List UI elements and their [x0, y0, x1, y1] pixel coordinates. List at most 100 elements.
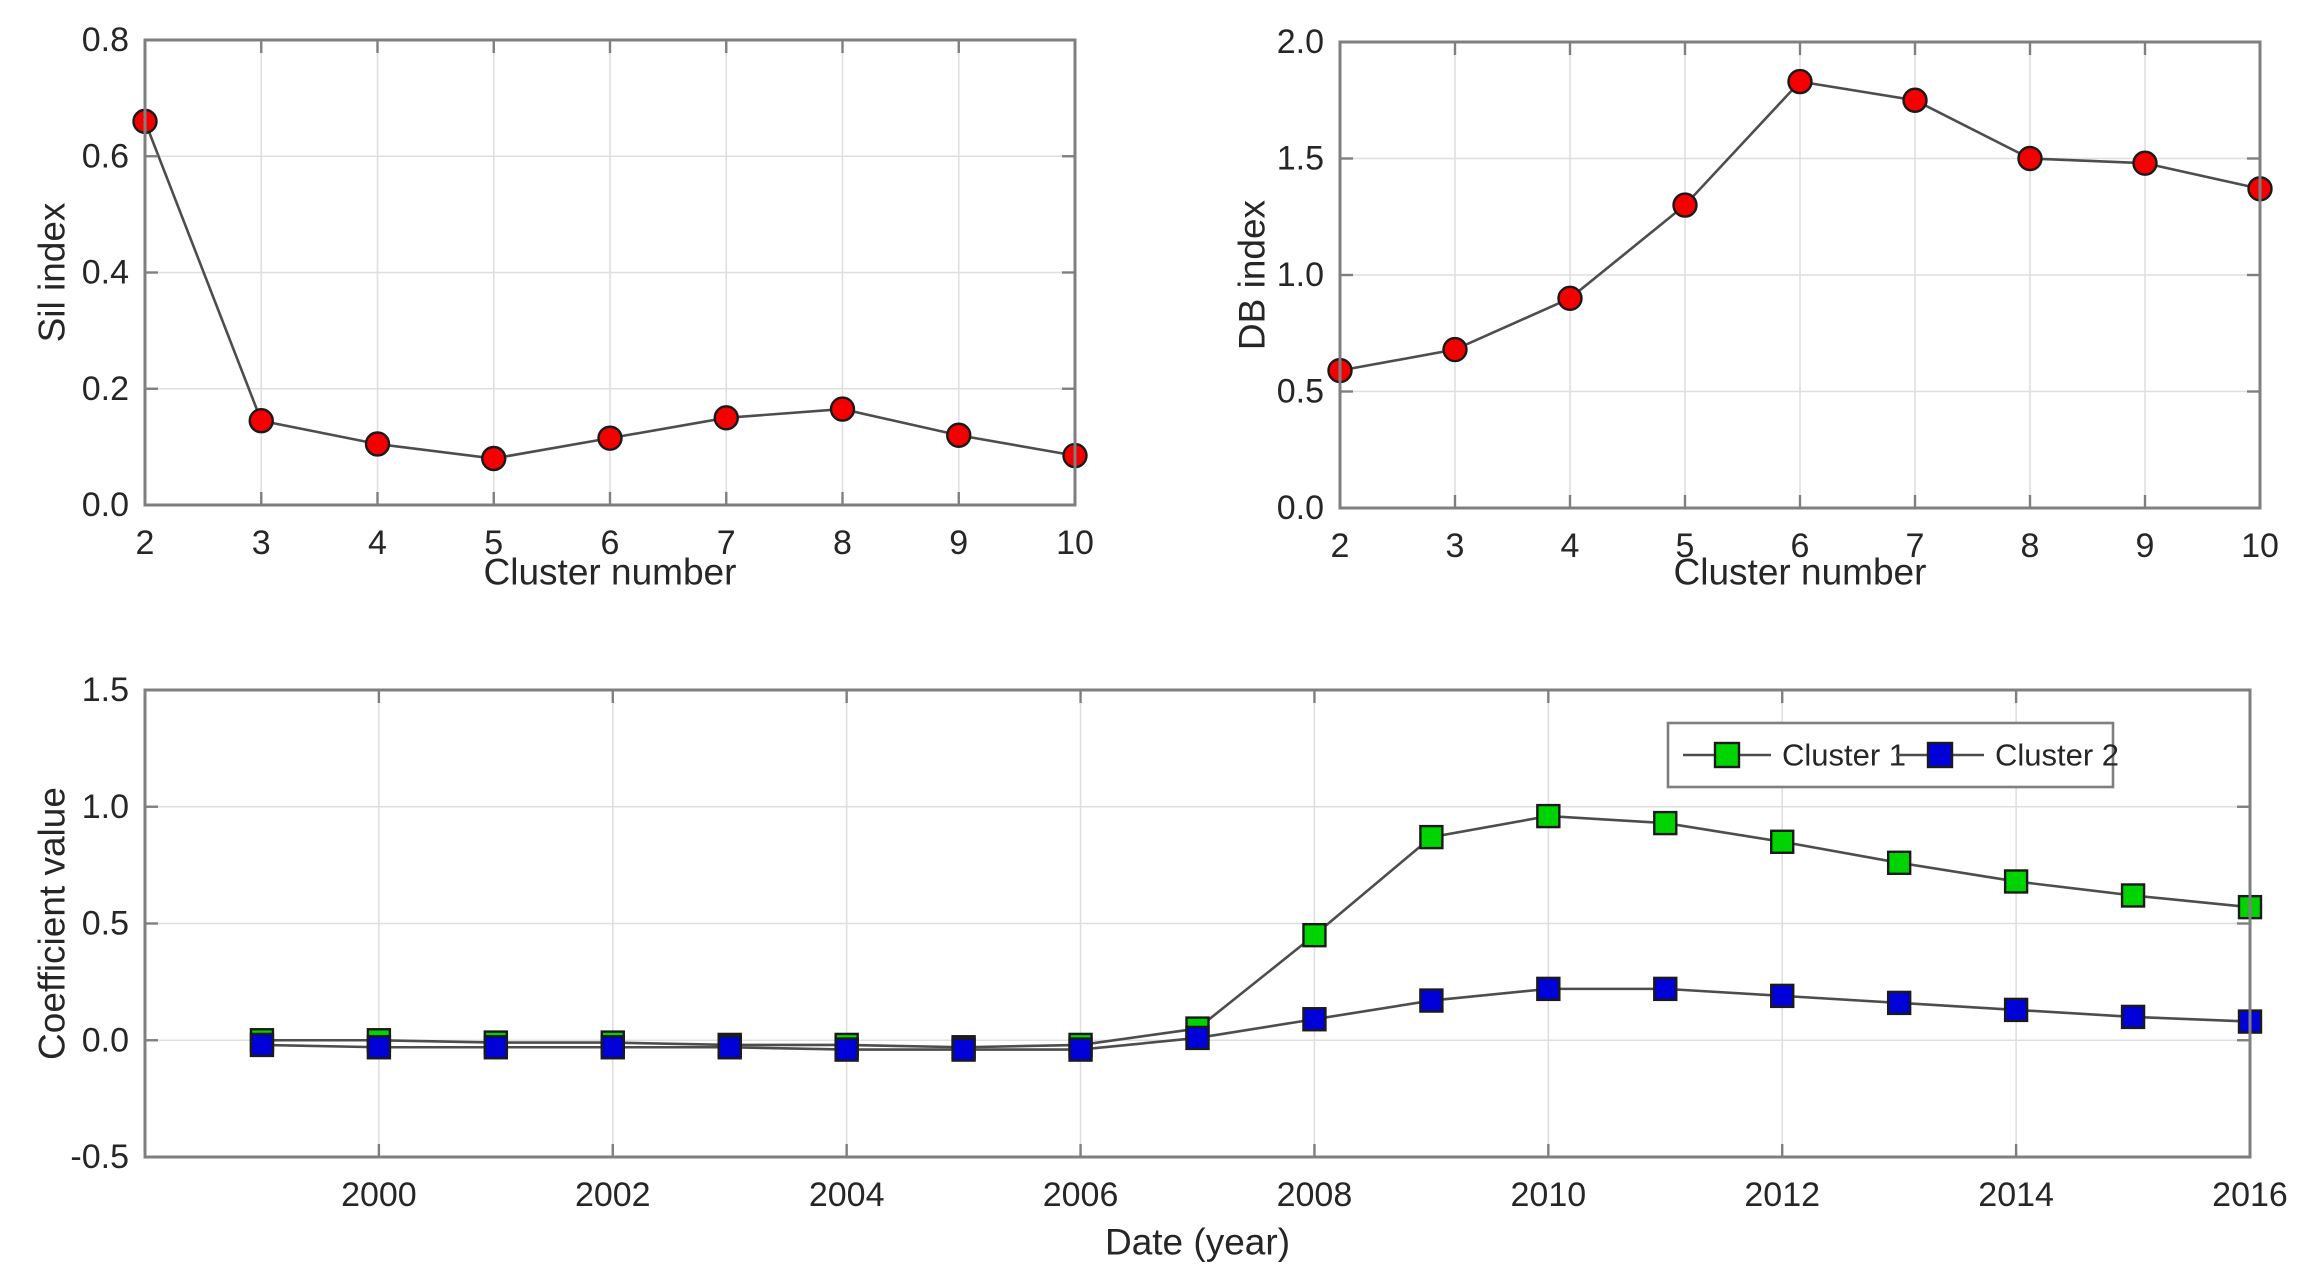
y-tick-label: 1.0: [1277, 256, 1324, 294]
legend: Cluster 1 Cluster 2: [1666, 721, 2119, 789]
x-tick-label: 10: [2241, 527, 2279, 565]
legend-marker-sample: [1926, 741, 1954, 769]
x-tick-label: 8: [833, 524, 852, 562]
x-tick-label: 8: [2021, 527, 2040, 565]
data-point-marker: [364, 431, 391, 457]
data-point-marker: [1770, 829, 1795, 854]
y-tick-label: 0.4: [82, 254, 129, 292]
data-point-marker: [483, 1035, 509, 1060]
x-tick-label: 5: [484, 524, 503, 562]
y-tick-label: -0.5: [70, 1138, 129, 1176]
data-point-marker: [1536, 976, 1561, 1002]
tick-marks: [143, 38, 1077, 507]
y-tick-label: 2.0: [1277, 23, 1324, 61]
y-axis-label: Coefficient value: [32, 787, 73, 1060]
data-point-marker: [946, 422, 972, 448]
data-point-marker: [1886, 990, 1912, 1016]
legend-entry-label: Cluster 2: [1995, 738, 2119, 773]
y-tick-label: 0.6: [82, 137, 129, 175]
data-point-marker: [951, 1037, 976, 1062]
x-tick-label: 6: [601, 524, 620, 562]
tick-marks: [145, 688, 2252, 1159]
x-tick-label: 9: [949, 524, 968, 562]
y-tick-label: 1.5: [82, 671, 129, 709]
data-point-marker: [1902, 87, 1928, 113]
data-point-marker: [1557, 285, 1583, 311]
x-tick-label: 7: [717, 524, 736, 562]
y-tick-label: 0.5: [1277, 373, 1324, 411]
data-point-marker: [1886, 850, 1912, 875]
data-point-marker: [1653, 976, 1678, 1002]
x-tick-label: 2002: [575, 1176, 651, 1214]
db-chart: 2 3 4 5 6 7 8 9 10 0.0 0.5 1.0 1.5 2.0 Cluster number D…: [1232, 23, 2279, 593]
x-tick-label: 5: [1676, 527, 1695, 565]
y-tick-label: 0.0: [82, 1021, 129, 1059]
data-point-marker: [1068, 1037, 1093, 1062]
y-tick-label: 1.0: [82, 788, 129, 826]
data-point-marker: [1302, 1007, 1327, 1032]
data-point-marker: [2003, 997, 2029, 1023]
data-point-marker: [1302, 922, 1327, 948]
data-point-marker: [2120, 883, 2146, 908]
data-point-marker: [1442, 336, 1468, 363]
x-tick-label: 3: [1446, 527, 1465, 565]
data-point-marker: [248, 408, 274, 434]
x-axis-label: Cluster number: [484, 552, 737, 593]
x-tick-label: 7: [1906, 527, 1925, 565]
data-point-marker: [1672, 192, 1698, 218]
y-axis-label: Sil index: [32, 202, 73, 342]
data-point-marker: [1653, 810, 1678, 836]
x-tick-label: 2012: [1744, 1176, 1820, 1214]
data-point-marker: [1419, 824, 1444, 850]
x-axis-label: Cluster number: [1674, 552, 1927, 593]
x-tick-label: 3: [252, 524, 271, 562]
series-line: [261, 814, 2251, 1049]
data-point-marker: [366, 1035, 392, 1060]
data-point-marker: [834, 1037, 859, 1062]
data-point-marker: [1419, 988, 1444, 1013]
data-point-marker: [2017, 145, 2043, 172]
data-point-marker: [1787, 68, 1813, 95]
data-point-marker: [1536, 803, 1561, 829]
series-line: [261, 987, 2251, 1051]
data-point-marker: [717, 1035, 742, 1060]
data-point-marker: [481, 445, 507, 472]
series-db-index: [1327, 68, 2273, 384]
data-point-marker: [713, 405, 739, 431]
x-tick-label: 4: [368, 524, 387, 562]
y-axis-label: DB index: [1232, 199, 1273, 350]
data-point-marker: [1185, 1025, 1210, 1051]
coef-chart: 2000 2002 2004 2006 2008 2010 2012 2014 2016 -0.5…: [32, 671, 2288, 1263]
x-tick-label: 2014: [1978, 1176, 2054, 1214]
y-tick-label: 0.2: [82, 370, 129, 408]
data-point-marker: [600, 1035, 625, 1060]
sil-chart: 2 3 4 5 6 7 8 9 10 0.0 0.2 0.4 0.6 0.8 Cluster number S…: [32, 21, 1094, 593]
data-point-marker: [829, 396, 856, 422]
data-point-marker: [597, 425, 623, 451]
x-tick-label: 2000: [341, 1176, 417, 1214]
tick-marks: [1338, 40, 2262, 510]
data-point-marker: [2120, 1004, 2146, 1030]
x-tick-label: 4: [1561, 527, 1580, 565]
legend-entry-label: Cluster 1: [1782, 738, 1906, 773]
data-point-marker: [249, 1032, 275, 1058]
x-axis-label: Date (year): [1105, 1222, 1290, 1263]
legend-marker-sample: [1713, 741, 1741, 769]
x-tick-label: 2004: [809, 1176, 885, 1214]
x-tick-label: 2008: [1277, 1176, 1353, 1214]
x-tick-label: 2016: [2212, 1176, 2288, 1214]
y-tick-label: 0.0: [1277, 489, 1324, 527]
y-tick-label: 0.5: [82, 905, 129, 943]
x-tick-label: 2: [1331, 527, 1350, 565]
x-tick-label: 2: [136, 524, 155, 562]
x-tick-label: 2006: [1043, 1176, 1119, 1214]
y-tick-label: 0.8: [82, 21, 129, 59]
x-tick-label: 2010: [1511, 1176, 1587, 1214]
x-tick-label: 6: [1791, 527, 1810, 565]
data-point-marker: [2003, 869, 2029, 894]
data-point-marker: [2132, 150, 2158, 176]
y-tick-label: 1.5: [1277, 140, 1324, 178]
x-tick-label: 10: [1056, 524, 1094, 562]
